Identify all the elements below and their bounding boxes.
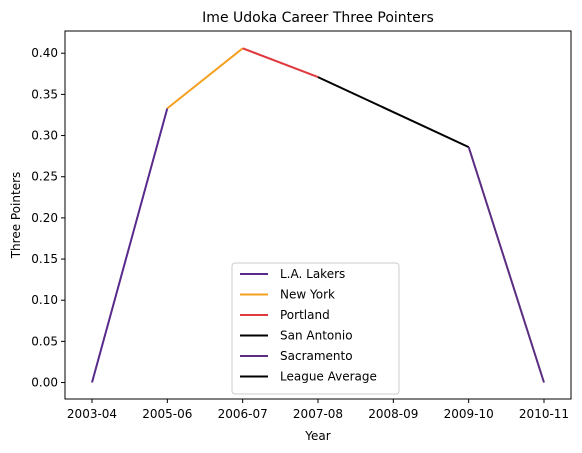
legend-entry-label: L.A. Lakers: [280, 267, 345, 281]
y-axis: 0.00 0.05 0.10 0.15 0.20 0.25 0.30 0.35 0.40: [31, 46, 65, 390]
y-tick-label: 0.35: [31, 87, 58, 101]
series-layer: [91, 47, 545, 383]
y-tick-label: 0.10: [31, 293, 58, 307]
legend-entry-label: San Antonio: [280, 329, 353, 343]
series-line-san-antonio: [317, 76, 470, 149]
x-tick-label: 2010-11: [519, 407, 569, 421]
series-line-portland: [242, 47, 319, 79]
x-tick-label: 2009-10: [444, 407, 494, 421]
chart-title: Ime Udoka Career Three Pointers: [202, 10, 434, 26]
x-tick-label: 2006-07: [218, 407, 268, 421]
y-tick-label: 0.25: [31, 170, 58, 184]
x-axis: 2003-04 2005-06 2006-07 2007-08 2008-09 2009-…: [67, 399, 569, 421]
series-line-new-york: [166, 47, 244, 110]
y-axis-label: Three Pointers: [9, 172, 23, 260]
x-axis-label: Year: [304, 429, 330, 443]
legend-entry-label: League Average: [280, 370, 377, 384]
y-tick-label: 0.00: [31, 376, 58, 390]
y-tick-label: 0.15: [31, 252, 58, 266]
y-tick-label: 0.05: [31, 334, 58, 348]
x-tick-label: 2005-06: [142, 407, 192, 421]
legend: L.A. Lakers New York Portland San Antonio Sa…: [231, 262, 400, 395]
x-tick-label: 2007-08: [293, 407, 343, 421]
legend-entry-label: Sacramento: [280, 349, 353, 363]
y-tick-label: 0.30: [31, 129, 58, 143]
series-line-sacramento: [467, 146, 545, 383]
x-tick-label: 2003-04: [67, 407, 117, 421]
series-line-l-a-lakers: [91, 108, 169, 383]
legend-entry-label: Portland: [280, 308, 330, 322]
x-tick-label: 2008-09: [368, 407, 418, 421]
y-tick-label: 0.40: [31, 46, 58, 60]
legend-entry-label: New York: [280, 288, 335, 302]
y-tick-label: 0.20: [31, 211, 58, 225]
legend-box: [231, 262, 400, 395]
